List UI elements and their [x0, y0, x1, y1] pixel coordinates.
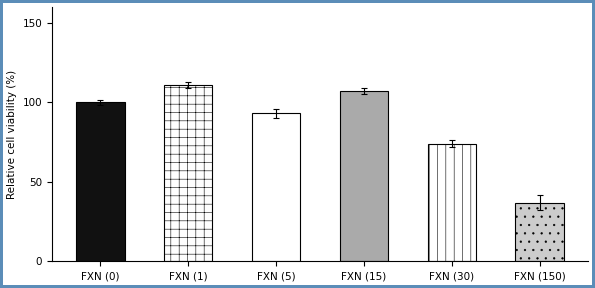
- Bar: [340, 91, 388, 261]
- Bar: [164, 85, 212, 261]
- Y-axis label: Relative cell viability (%): Relative cell viability (%): [7, 70, 17, 199]
- Bar: [515, 202, 563, 261]
- Bar: [76, 102, 124, 261]
- Bar: [428, 144, 476, 261]
- Bar: [252, 113, 300, 261]
